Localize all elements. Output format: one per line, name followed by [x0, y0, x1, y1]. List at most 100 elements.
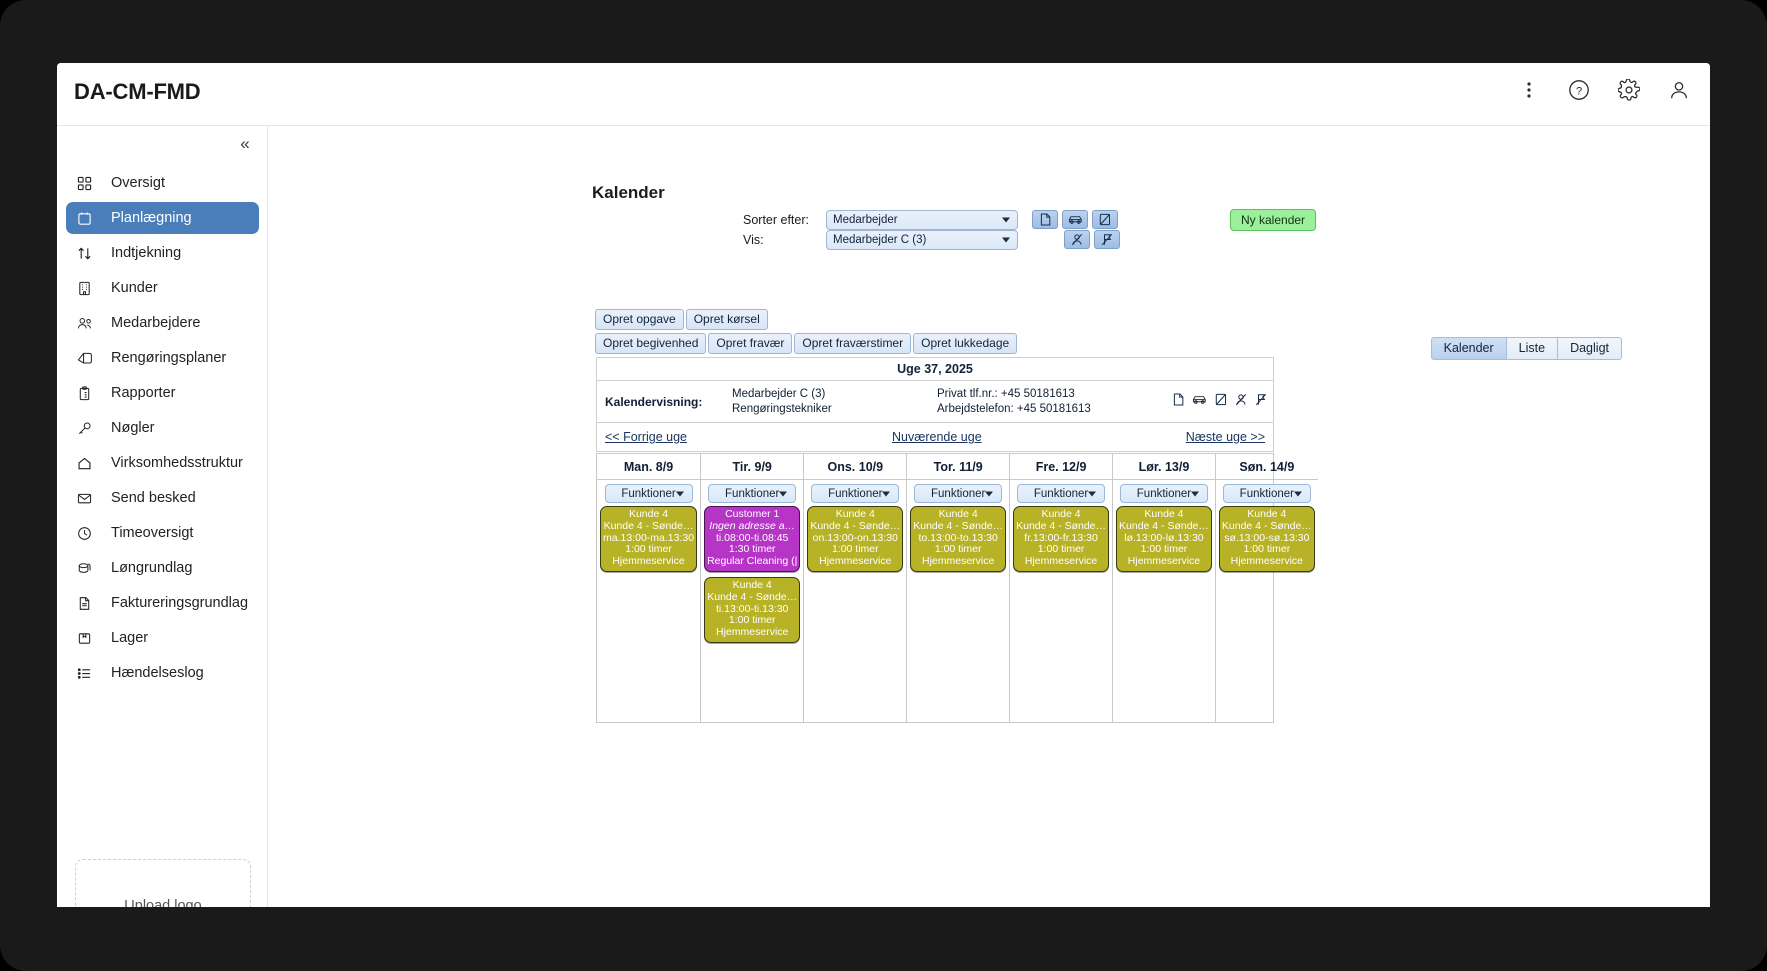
sidebar-item-faktureringsgrundlag[interactable]: Faktureringsgrundlag — [66, 587, 259, 619]
functions-button-label: Funktioner — [621, 487, 676, 500]
next-week-link[interactable]: Næste uge >> — [1185, 430, 1265, 444]
calendar-task-card[interactable]: Kunde 4 Kunde 4 - Sønde… fr.13:00-fr.13:30… — [1013, 506, 1110, 572]
calendar-task-card[interactable]: Kunde 4 Kunde 4 - Sønde… to.13:00-to.13:30… — [910, 506, 1007, 572]
task-line: Hjemmeservice — [716, 627, 789, 639]
sidebar-item-label: Nøgler — [111, 420, 155, 436]
functions-button[interactable]: Funktioner — [1222, 484, 1311, 503]
task-line: Hjemmeservice — [612, 556, 685, 568]
help-icon[interactable]: ? — [1564, 75, 1594, 105]
sidebar-item-label: Timeoversigt — [111, 525, 194, 541]
functions-button-label: Funktioner — [1033, 487, 1089, 500]
task-line: 1:00 timer — [934, 544, 982, 556]
gear-icon[interactable] — [1614, 75, 1644, 105]
calendar-task-card[interactable]: Kunde 4 Kunde 4 - Sønde… ti.13:00-ti.13:30… — [704, 576, 801, 643]
create-task-button[interactable]: Opret opgave — [595, 309, 684, 330]
app-header: DA-CM-FMD ? — [57, 63, 1710, 126]
chevron-down-icon — [1190, 491, 1199, 496]
create-drive-button[interactable]: Opret kørsel — [685, 309, 768, 330]
private-phone: Privat tlf.nr.: +45 50181613 — [937, 387, 1075, 400]
calendar-day-column: Man. 8/9 Funktioner Kunde 4 Kunde 4 - Sønde… — [597, 454, 702, 722]
functions-button[interactable]: Funktioner — [914, 484, 1003, 503]
no-task-icon[interactable] — [1215, 393, 1227, 406]
prev-week-link[interactable]: << Forrige uge — [605, 430, 687, 444]
no-flag-icon[interactable] — [1255, 393, 1267, 406]
sidebar-item-medarbejdere[interactable]: Medarbejdere — [66, 307, 259, 339]
calendar-task-card[interactable]: Customer 1 Ingen adresse a… ti.08:00-ti.08… — [704, 506, 801, 572]
no-task-icon-button[interactable] — [1092, 210, 1118, 229]
sidebar-item-noegler[interactable]: Nøgler — [66, 412, 259, 444]
sort-select[interactable]: Medarbejder — [826, 210, 1018, 230]
calendar-task-card[interactable]: Kunde 4 Kunde 4 - Sønde… ma.13:00-ma.13:30… — [600, 506, 698, 572]
sidebar-nav: Oversigt Planlægning Indtjekning Kunder — [57, 164, 268, 692]
task-line: 1:30 timer — [728, 544, 776, 556]
functions-button[interactable]: Funktioner — [1119, 484, 1208, 503]
task-line: Kunde 4 - Sønde… — [707, 591, 798, 603]
calendar-task-card[interactable]: Kunde 4 Kunde 4 - Sønde… on.13:00-on.13:30… — [807, 506, 904, 572]
task-line: Kunde 4 - Sønde… — [1119, 520, 1209, 532]
sidebar-item-timeoversigt[interactable]: Timeoversigt — [66, 517, 259, 549]
functions-button[interactable]: Funktioner — [1017, 484, 1106, 503]
tab-kalender[interactable]: Kalender — [1430, 337, 1507, 360]
car-icon[interactable] — [1192, 393, 1207, 406]
day-task-list: Kunde 4 Kunde 4 - Sønde… on.13:00-on.13:30… — [804, 506, 906, 572]
tab-liste[interactable]: Liste — [1506, 337, 1559, 360]
calendar-day-column: Søn. 14/9 Funktioner Kunde 4 Kunde 4 - Sønd… — [1215, 454, 1318, 722]
calendar-task-card[interactable]: Kunde 4 Kunde 4 - Sønde… lø.13:00-lø.13:30… — [1116, 506, 1212, 572]
action-buttons-row-2: Opret begivenhed Opret fravær Opret frav… — [595, 333, 1018, 354]
more-vertical-icon[interactable] — [1514, 75, 1544, 105]
sidebar-item-indtjekning[interactable]: Indtjekning — [66, 237, 259, 269]
calendar-day-column: Fre. 12/9 Funktioner Kunde 4 Kunde 4 - Sønd… — [1010, 454, 1114, 722]
calendar-day-header: Tor. 11/9 — [907, 454, 1010, 480]
sidebar-item-rapporter[interactable]: Rapporter — [66, 377, 259, 409]
task-line: lø.13:00-lø.13:30 — [1124, 532, 1204, 544]
sidebar-item-rengoeringsplaner[interactable]: Rengøringsplaner — [66, 342, 259, 374]
task-line: Kunde 4 — [1144, 509, 1184, 520]
sidebar-item-label: Rengøringsplaner — [111, 350, 227, 366]
functions-button[interactable]: Funktioner — [811, 484, 900, 503]
day-task-list: Kunde 4 Kunde 4 - Sønde… to.13:00-to.13:30… — [907, 506, 1009, 572]
no-flag-icon-button[interactable] — [1094, 230, 1120, 249]
sidebar-item-virksomhedsstruktur[interactable]: Virksomhedsstruktur — [66, 447, 259, 479]
sidebar-item-send-besked[interactable]: Send besked — [66, 482, 259, 514]
home-icon — [77, 454, 99, 472]
create-absence-button[interactable]: Opret fravær — [708, 333, 793, 354]
new-calendar-button[interactable]: Ny kalender — [1230, 209, 1317, 231]
sidebar-item-label: Virksomhedsstruktur — [111, 455, 243, 471]
sidebar-item-loengrundlag[interactable]: Løngrundlag — [66, 552, 259, 584]
building-icon — [77, 279, 99, 297]
calendar-view-phone-block: Privat tlf.nr.: +45 50181613 Arbejdstele… — [937, 387, 1091, 417]
account-icon[interactable] — [1664, 75, 1694, 105]
calendar-week-grid: Man. 8/9 Funktioner Kunde 4 Kunde 4 - Sønde… — [596, 453, 1318, 723]
document-icon-button[interactable] — [1032, 210, 1058, 229]
chevron-down-icon — [1002, 237, 1010, 243]
car-icon-button[interactable] — [1062, 210, 1088, 229]
current-week-link[interactable]: Nuværende uge — [892, 430, 982, 444]
cards-icon — [77, 349, 99, 367]
task-line: 1:00 timer — [1140, 544, 1188, 556]
sidebar-item-label: Hændelseslog — [111, 665, 204, 681]
create-closed-days-button[interactable]: Opret lukkedage — [913, 333, 1018, 354]
sidebar-item-planlaegning[interactable]: Planlægning — [66, 202, 259, 234]
sidebar-item-oversigt[interactable]: Oversigt — [66, 167, 259, 199]
show-select[interactable]: Medarbejder C (3) — [826, 230, 1018, 250]
tab-dagligt[interactable]: Dagligt — [1558, 337, 1622, 360]
list-icon — [77, 664, 99, 682]
create-absence-hours-button[interactable]: Opret fraværstimer — [794, 333, 912, 354]
page-title: Kalender — [592, 183, 665, 202]
no-person-icon-button[interactable] — [1064, 230, 1090, 249]
sidebar-item-kunder[interactable]: Kunder — [66, 272, 259, 304]
sidebar-collapse-icon[interactable]: « — [240, 134, 250, 153]
upload-logo-dropzone[interactable]: Upload logo — [75, 859, 251, 907]
document-icon[interactable] — [1173, 393, 1184, 406]
functions-button[interactable]: Funktioner — [708, 484, 797, 503]
chevron-down-icon — [882, 491, 891, 496]
task-line: Kunde 4 - Sønde… — [1016, 520, 1107, 532]
sidebar-item-haendelseslog[interactable]: Hændelseslog — [66, 657, 259, 689]
calendar-task-card[interactable]: Kunde 4 Kunde 4 - Sønde… sø.13:00-sø.13:30… — [1218, 506, 1315, 572]
create-event-button[interactable]: Opret begivenhed — [595, 333, 707, 354]
functions-button[interactable]: Funktioner — [604, 484, 693, 503]
sidebar-item-lager[interactable]: Lager — [66, 622, 259, 654]
functions-button-wrap: Funktioner — [804, 480, 906, 506]
no-person-icon[interactable] — [1235, 393, 1247, 406]
task-line: Kunde 4 - Sønde… — [1221, 520, 1312, 532]
